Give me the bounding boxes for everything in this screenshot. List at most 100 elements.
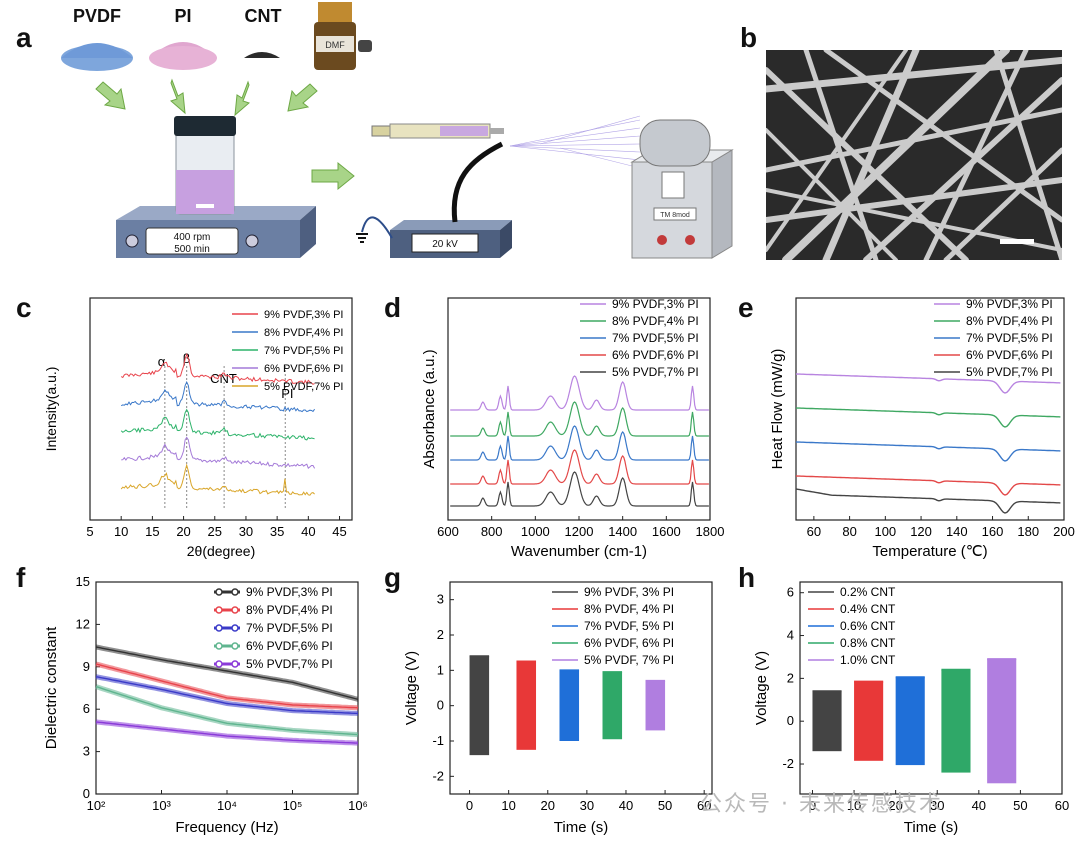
legend-marker	[231, 642, 239, 650]
legend-label: 8% PVDF,4% PI	[264, 327, 343, 339]
plot-frame	[795, 297, 1065, 521]
x-tick-label: 1600	[652, 524, 681, 539]
voltage-burst	[469, 656, 490, 756]
ftir-series-line	[450, 449, 709, 485]
legend-label: 8% PVDF, 4% PI	[584, 602, 674, 616]
x-axis-label: Time (s)	[904, 819, 958, 836]
x-tick-label: 45	[332, 524, 346, 539]
peak-annotation: CNT	[210, 371, 237, 386]
material-label-cnt: CNT	[244, 6, 282, 26]
dielectric-series-line	[95, 721, 359, 744]
x-tick-label: 40	[972, 798, 986, 813]
x-tick-label: 100	[874, 524, 896, 539]
chart-e-dsc: 60 80 100 120 140 160 180 200 Temperature (℃) Hea…	[769, 297, 1075, 560]
rotating-collector: TM 8mod	[630, 119, 734, 259]
x-tick-label: 180	[1017, 524, 1039, 539]
legend-label: 8% PVDF,4% PI	[612, 314, 699, 328]
legend-label: 9% PVDF,3% PI	[612, 297, 699, 311]
arrow-pvdf-icon	[95, 81, 126, 110]
y-tick-label: 6	[83, 701, 90, 716]
panel-letter-a: a	[16, 22, 32, 53]
legend-label: 0.2% CNT	[840, 585, 896, 599]
x-tick-label: 10⁶	[348, 798, 368, 813]
legend-label: 6% PVDF, 6% PI	[584, 636, 674, 650]
panel-letter-d: d	[384, 292, 402, 323]
collector-button-right-icon	[685, 235, 695, 245]
x-tick-label: 0	[809, 798, 816, 813]
stirrer-time-readout: 500 min	[174, 244, 210, 255]
hv-readout: 20 kV	[432, 239, 458, 250]
peak-annotation: β	[183, 351, 190, 366]
pvdf-powder-cone	[61, 43, 133, 58]
y-axis-label: Dielectric constant	[43, 626, 60, 749]
dmf-label: DMF	[325, 40, 345, 50]
stirrer-knob-right-icon	[245, 234, 259, 248]
x-tick-label: 10	[501, 798, 515, 813]
syringe	[371, 123, 504, 139]
fabrication-schematic: DMF 400 rpm 500 min 20 kV	[61, 2, 734, 259]
x-tick-label: 160	[982, 524, 1004, 539]
scale-bar	[1000, 239, 1034, 244]
legend-marker	[215, 588, 223, 596]
dsc-series-line	[795, 373, 1061, 394]
plot-frame	[799, 581, 1063, 795]
panel-letter-f: f	[16, 562, 26, 593]
watermark-text: 公众号 · 未来传感技术	[700, 792, 943, 817]
y-tick-label: 0	[787, 713, 794, 728]
x-tick-label: 40	[301, 524, 315, 539]
legend-label: 9% PVDF,3% PI	[264, 309, 343, 321]
peak-annotation: PI	[281, 386, 293, 401]
y-tick-label: 4	[787, 628, 794, 643]
y-tick-label: -2	[782, 756, 794, 771]
y-tick-label: 15	[76, 574, 90, 589]
legend-label: 7% PVDF,5% PI	[612, 331, 699, 345]
legend-marker	[231, 660, 239, 668]
y-tick-label: 0	[83, 786, 90, 801]
voltage-burst	[645, 680, 666, 731]
legend-label: 7% PVDF,5% PI	[264, 345, 343, 357]
material-label-pvdf: PVDF	[72, 6, 121, 26]
x-axis-label: Wavenumber (cm-1)	[511, 543, 647, 560]
x-tick-label: 10⁵	[283, 798, 303, 813]
x-axis-label: 2θ(degree)	[187, 543, 256, 559]
x-tick-label: 120	[910, 524, 932, 539]
y-tick-label: 2	[437, 627, 444, 642]
collector-button-left-icon	[657, 235, 667, 245]
x-tick-label: 15	[145, 524, 159, 539]
x-tick-label: 25	[208, 524, 222, 539]
voltage-burst	[602, 672, 623, 740]
legend-marker	[231, 606, 239, 614]
y-tick-label: -1	[432, 733, 444, 748]
legend-label: 6% PVDF,6% PI	[966, 348, 1053, 362]
collector-label: TM 8mod	[660, 212, 690, 219]
legend-label: 1.0% CNT	[840, 653, 896, 667]
x-tick-label: 20	[176, 524, 190, 539]
legend-label: 6% PVDF,6% PI	[246, 639, 333, 653]
legend-label: 9% PVDF,3% PI	[246, 585, 333, 599]
arrow-to-spinning-icon	[311, 161, 355, 191]
dsc-series-line	[795, 475, 1061, 496]
ftir-series-line	[450, 375, 709, 411]
legend-label: 5% PVDF,7% PI	[264, 381, 343, 393]
ground-wire	[361, 216, 393, 239]
voltage-burst	[987, 659, 1017, 784]
x-tick-label: 60	[1055, 798, 1069, 813]
dielectric-series-line	[95, 646, 359, 700]
legend-label: 0.8% CNT	[840, 636, 896, 650]
y-tick-label: 6	[787, 585, 794, 600]
x-tick-label: 40	[619, 798, 633, 813]
y-axis-label: Voltage (V)	[753, 651, 770, 725]
voltage-burst	[516, 661, 537, 750]
x-tick-label: 30	[930, 798, 944, 813]
x-tick-label: 200	[1053, 524, 1075, 539]
dsc-series-line	[795, 441, 1061, 462]
beaker	[174, 116, 236, 215]
legend-marker	[215, 624, 223, 632]
arrow-pi-icon	[170, 78, 186, 115]
material-label-pi: PI	[174, 6, 192, 26]
magnetic-stirrer: 400 rpm 500 min	[116, 206, 316, 258]
y-tick-label: 3	[437, 592, 444, 607]
chart-g-voltage: 0 10 20 30 40 50 60 -2 -1 0 1 2 3 Time (s) Voltage (V)…	[403, 581, 713, 836]
ftir-series-line	[450, 401, 709, 437]
y-tick-label: -2	[432, 768, 444, 783]
